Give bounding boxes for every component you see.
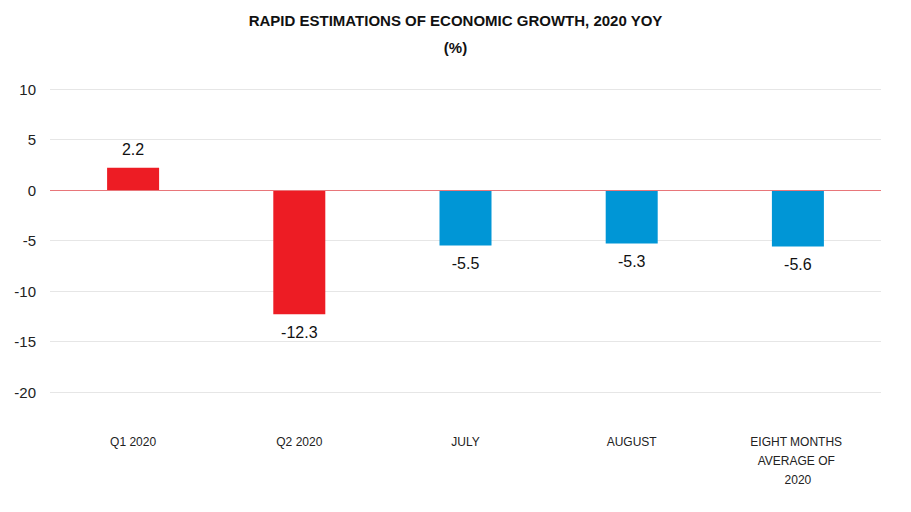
svg-text:-12.3: -12.3: [281, 324, 318, 341]
svg-text:Q2 2020: Q2 2020: [276, 435, 322, 449]
svg-text:0: 0: [28, 182, 36, 199]
svg-text:AUGUST: AUGUST: [607, 435, 658, 449]
svg-text:EIGHT MONTHS: EIGHT MONTHS: [750, 435, 845, 449]
svg-text:Q1 2020: Q1 2020: [110, 435, 156, 449]
svg-text:-15: -15: [14, 333, 36, 350]
svg-text:AVERAGE OF: AVERAGE OF: [758, 454, 838, 468]
svg-text:RAPID ESTIMATIONS OF ECONOMIC: RAPID ESTIMATIONS OF ECONOMIC GROWTH, 20…: [249, 12, 663, 29]
svg-text:(%): (%): [444, 39, 467, 56]
svg-text:2020: 2020: [785, 473, 812, 487]
svg-text:10: 10: [19, 81, 36, 98]
svg-text:5: 5: [28, 131, 36, 148]
svg-text:-5: -5: [23, 232, 36, 249]
svg-text:-5.3: -5.3: [618, 253, 646, 270]
svg-text:JULY: JULY: [451, 435, 479, 449]
svg-text:-5.5: -5.5: [452, 255, 480, 272]
svg-text:-5.6: -5.6: [784, 256, 812, 273]
svg-text:-10: -10: [14, 283, 36, 300]
svg-text:2.2: 2.2: [122, 141, 144, 158]
svg-text:-20: -20: [14, 384, 36, 401]
